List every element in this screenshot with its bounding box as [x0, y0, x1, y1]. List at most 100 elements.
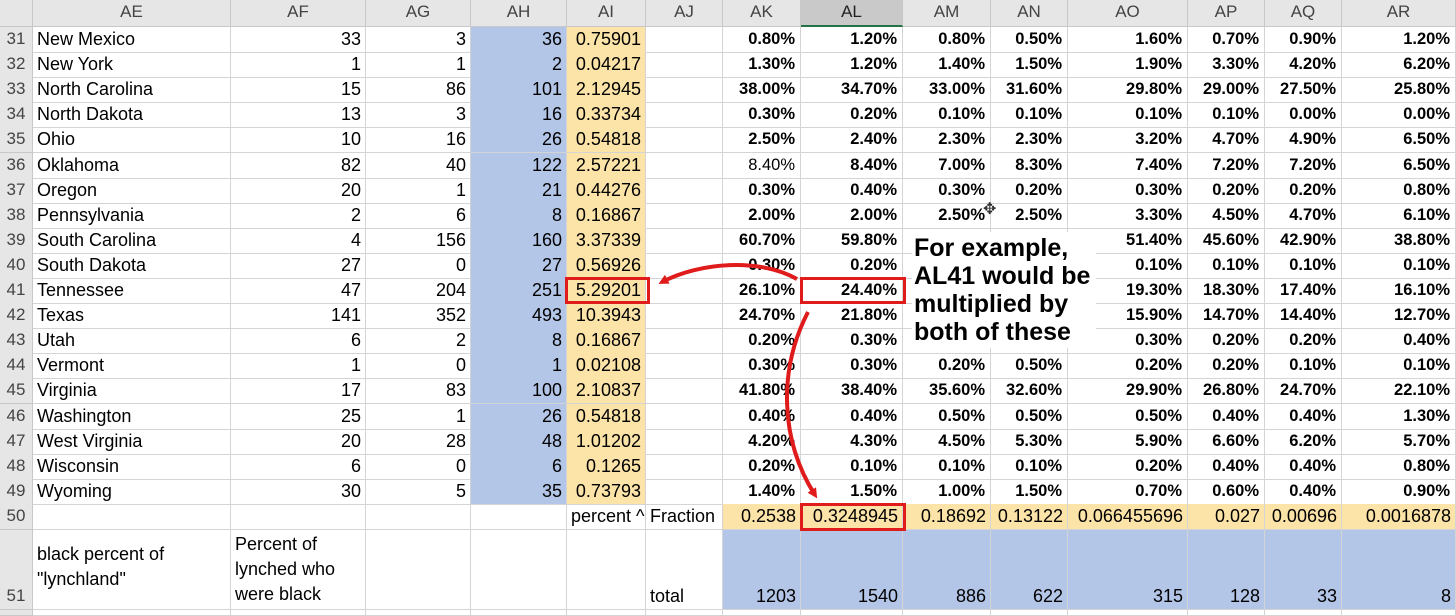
- cell-af-33[interactable]: 15: [231, 77, 366, 104]
- cell-af-48[interactable]: 6: [231, 453, 366, 480]
- cell-ao-48[interactable]: 0.20%: [1068, 453, 1188, 480]
- cell-ag-36[interactable]: 40: [366, 152, 471, 179]
- cell-ap-51[interactable]: 128: [1188, 529, 1265, 610]
- cell-ai-52[interactable]: [567, 609, 646, 616]
- cell-ai-35[interactable]: 0.54818: [567, 127, 646, 154]
- cell-ap-31[interactable]: 0.70%: [1188, 27, 1265, 53]
- cell-aq-42[interactable]: 14.40%: [1265, 303, 1342, 330]
- cell-ap-42[interactable]: 14.70%: [1188, 303, 1265, 330]
- cell-ak-52[interactable]: [723, 609, 801, 616]
- cell-ap-48[interactable]: 0.40%: [1188, 453, 1265, 480]
- row-header-50[interactable]: 50: [0, 503, 33, 530]
- cell-ar-50[interactable]: 0.0016878: [1342, 503, 1456, 530]
- cell-ae-48[interactable]: Wisconsin: [33, 453, 231, 480]
- cell-ap-44[interactable]: 0.20%: [1188, 353, 1265, 380]
- cell-ap-47[interactable]: 6.60%: [1188, 428, 1265, 455]
- cell-am-47[interactable]: 4.50%: [903, 428, 991, 455]
- cell-af-34[interactable]: 13: [231, 102, 366, 129]
- cell-ag-41[interactable]: 204: [366, 278, 471, 304]
- cell-ak-44[interactable]: 0.30%: [723, 353, 801, 380]
- cell-am-36[interactable]: 7.00%: [903, 152, 991, 179]
- cell-al-51[interactable]: 1540: [801, 529, 903, 610]
- cell-aq-32[interactable]: 4.20%: [1265, 52, 1342, 79]
- cell-aj-44[interactable]: [646, 353, 723, 380]
- cell-ap-50[interactable]: 0.027: [1188, 503, 1265, 530]
- cell-ah-42[interactable]: 493: [471, 303, 567, 330]
- row-header-43[interactable]: 43: [0, 328, 33, 355]
- cell-ak-43[interactable]: 0.20%: [723, 328, 801, 355]
- cell-ai-32[interactable]: 0.04217: [567, 52, 646, 79]
- cell-al-43[interactable]: 0.30%: [801, 328, 903, 355]
- cell-ae-36[interactable]: Oklahoma: [33, 152, 231, 179]
- cell-an-35[interactable]: 2.30%: [991, 127, 1068, 154]
- cell-al-32[interactable]: 1.20%: [801, 52, 903, 79]
- cell-aj-31[interactable]: [646, 27, 723, 53]
- cell-ah-37[interactable]: 21: [471, 177, 567, 204]
- cell-am-37[interactable]: 0.30%: [903, 177, 991, 204]
- cell-ao-32[interactable]: 1.90%: [1068, 52, 1188, 79]
- row-header-36[interactable]: 36: [0, 152, 33, 179]
- cell-ag-50[interactable]: [366, 503, 471, 530]
- cell-aq-51[interactable]: 33: [1265, 529, 1342, 610]
- cell-ai-47[interactable]: 1.01202: [567, 428, 646, 455]
- cell-aj-36[interactable]: [646, 152, 723, 179]
- row-header-38[interactable]: 38: [0, 202, 33, 229]
- cell-ag-35[interactable]: 16: [366, 127, 471, 154]
- cell-ag-51[interactable]: [366, 529, 471, 610]
- cell-ag-49[interactable]: 5: [366, 478, 471, 505]
- cell-an-46[interactable]: 0.50%: [991, 403, 1068, 430]
- cell-af-40[interactable]: 27: [231, 252, 366, 279]
- cell-af-41[interactable]: 47: [231, 278, 366, 304]
- cell-ae-50[interactable]: [33, 503, 231, 530]
- cell-aj-45[interactable]: [646, 378, 723, 405]
- cell-ag-34[interactable]: 3: [366, 102, 471, 129]
- cell-ao-40[interactable]: 0.10%: [1068, 252, 1188, 279]
- cell-ae-35[interactable]: Ohio: [33, 127, 231, 154]
- cell-am-50[interactable]: 0.18692: [903, 503, 991, 530]
- cell-ag-33[interactable]: 86: [366, 77, 471, 104]
- cell-ai-49[interactable]: 0.73793: [567, 478, 646, 505]
- cell-al-39[interactable]: 59.80%: [801, 227, 903, 254]
- cell-ah-39[interactable]: 160: [471, 227, 567, 254]
- cell-aj-39[interactable]: [646, 227, 723, 254]
- cell-aj-34[interactable]: [646, 102, 723, 129]
- cell-aq-31[interactable]: 0.90%: [1265, 27, 1342, 53]
- cell-ap-35[interactable]: 4.70%: [1188, 127, 1265, 154]
- cell-ae-31[interactable]: New Mexico: [33, 27, 231, 53]
- cell-ak-42[interactable]: 24.70%: [723, 303, 801, 330]
- cell-ai-39[interactable]: 3.37339: [567, 227, 646, 254]
- cell-ao-44[interactable]: 0.20%: [1068, 353, 1188, 380]
- cell-aj-32[interactable]: [646, 52, 723, 79]
- row-header-52[interactable]: 52: [0, 609, 33, 616]
- cell-ap-41[interactable]: 18.30%: [1188, 278, 1265, 304]
- cell-ao-43[interactable]: 0.30%: [1068, 328, 1188, 355]
- cell-an-32[interactable]: 1.50%: [991, 52, 1068, 79]
- column-header-al[interactable]: AL: [801, 0, 903, 27]
- cell-ah-46[interactable]: 26: [471, 403, 567, 430]
- cell-ae-46[interactable]: Washington: [33, 403, 231, 430]
- cell-ao-41[interactable]: 19.30%: [1068, 278, 1188, 304]
- cell-am-52[interactable]: [903, 609, 991, 616]
- cell-aq-44[interactable]: 0.10%: [1265, 353, 1342, 380]
- cell-aq-38[interactable]: 4.70%: [1265, 202, 1342, 229]
- cell-an-31[interactable]: 0.50%: [991, 27, 1068, 53]
- cell-ag-40[interactable]: 0: [366, 252, 471, 279]
- column-header-ae[interactable]: AE: [33, 0, 231, 27]
- cell-ah-35[interactable]: 26: [471, 127, 567, 154]
- cell-am-32[interactable]: 1.40%: [903, 52, 991, 79]
- cell-ae-49[interactable]: Wyoming: [33, 478, 231, 505]
- cell-ak-31[interactable]: 0.80%: [723, 27, 801, 53]
- cell-ao-51[interactable]: 315: [1068, 529, 1188, 610]
- cell-ae-51[interactable]: black percent of "lynchland": [33, 529, 231, 610]
- cell-ai-44[interactable]: 0.02108: [567, 353, 646, 380]
- cell-am-46[interactable]: 0.50%: [903, 403, 991, 430]
- cell-am-45[interactable]: 35.60%: [903, 378, 991, 405]
- cell-ah-36[interactable]: 122: [471, 152, 567, 179]
- cell-am-38[interactable]: 2.50%: [903, 202, 991, 229]
- cell-ak-34[interactable]: 0.30%: [723, 102, 801, 129]
- cell-ak-35[interactable]: 2.50%: [723, 127, 801, 154]
- cell-ah-31[interactable]: 36: [471, 27, 567, 53]
- cell-ak-36[interactable]: 8.40%: [723, 152, 801, 179]
- cell-ak-33[interactable]: 38.00%: [723, 77, 801, 104]
- cell-aj-33[interactable]: [646, 77, 723, 104]
